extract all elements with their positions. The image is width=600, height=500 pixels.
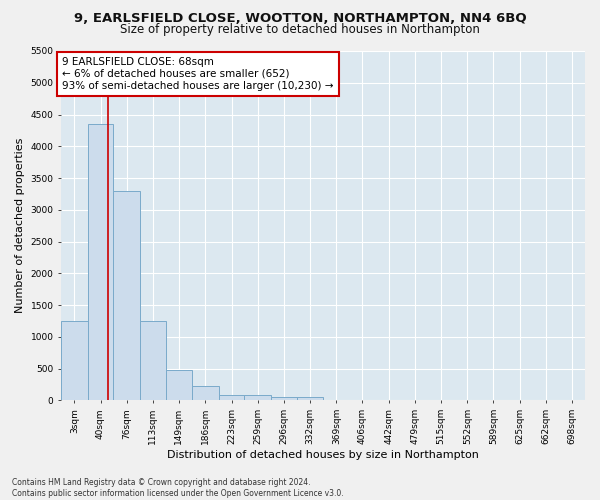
Bar bbox=[113, 191, 140, 400]
Y-axis label: Number of detached properties: Number of detached properties bbox=[15, 138, 25, 314]
Text: Size of property relative to detached houses in Northampton: Size of property relative to detached ho… bbox=[120, 22, 480, 36]
Bar bbox=[88, 124, 113, 400]
Bar bbox=[244, 396, 271, 400]
Bar bbox=[140, 321, 166, 400]
Text: 9, EARLSFIELD CLOSE, WOOTTON, NORTHAMPTON, NN4 6BQ: 9, EARLSFIELD CLOSE, WOOTTON, NORTHAMPTO… bbox=[74, 12, 526, 26]
X-axis label: Distribution of detached houses by size in Northampton: Distribution of detached houses by size … bbox=[167, 450, 479, 460]
Bar bbox=[218, 394, 244, 400]
Bar bbox=[166, 370, 192, 400]
Text: Contains HM Land Registry data © Crown copyright and database right 2024.
Contai: Contains HM Land Registry data © Crown c… bbox=[12, 478, 344, 498]
Text: 9 EARLSFIELD CLOSE: 68sqm
← 6% of detached houses are smaller (652)
93% of semi-: 9 EARLSFIELD CLOSE: 68sqm ← 6% of detach… bbox=[62, 58, 334, 90]
Bar bbox=[271, 396, 296, 400]
Bar bbox=[192, 386, 218, 400]
Bar bbox=[296, 396, 323, 400]
Bar bbox=[61, 321, 88, 400]
